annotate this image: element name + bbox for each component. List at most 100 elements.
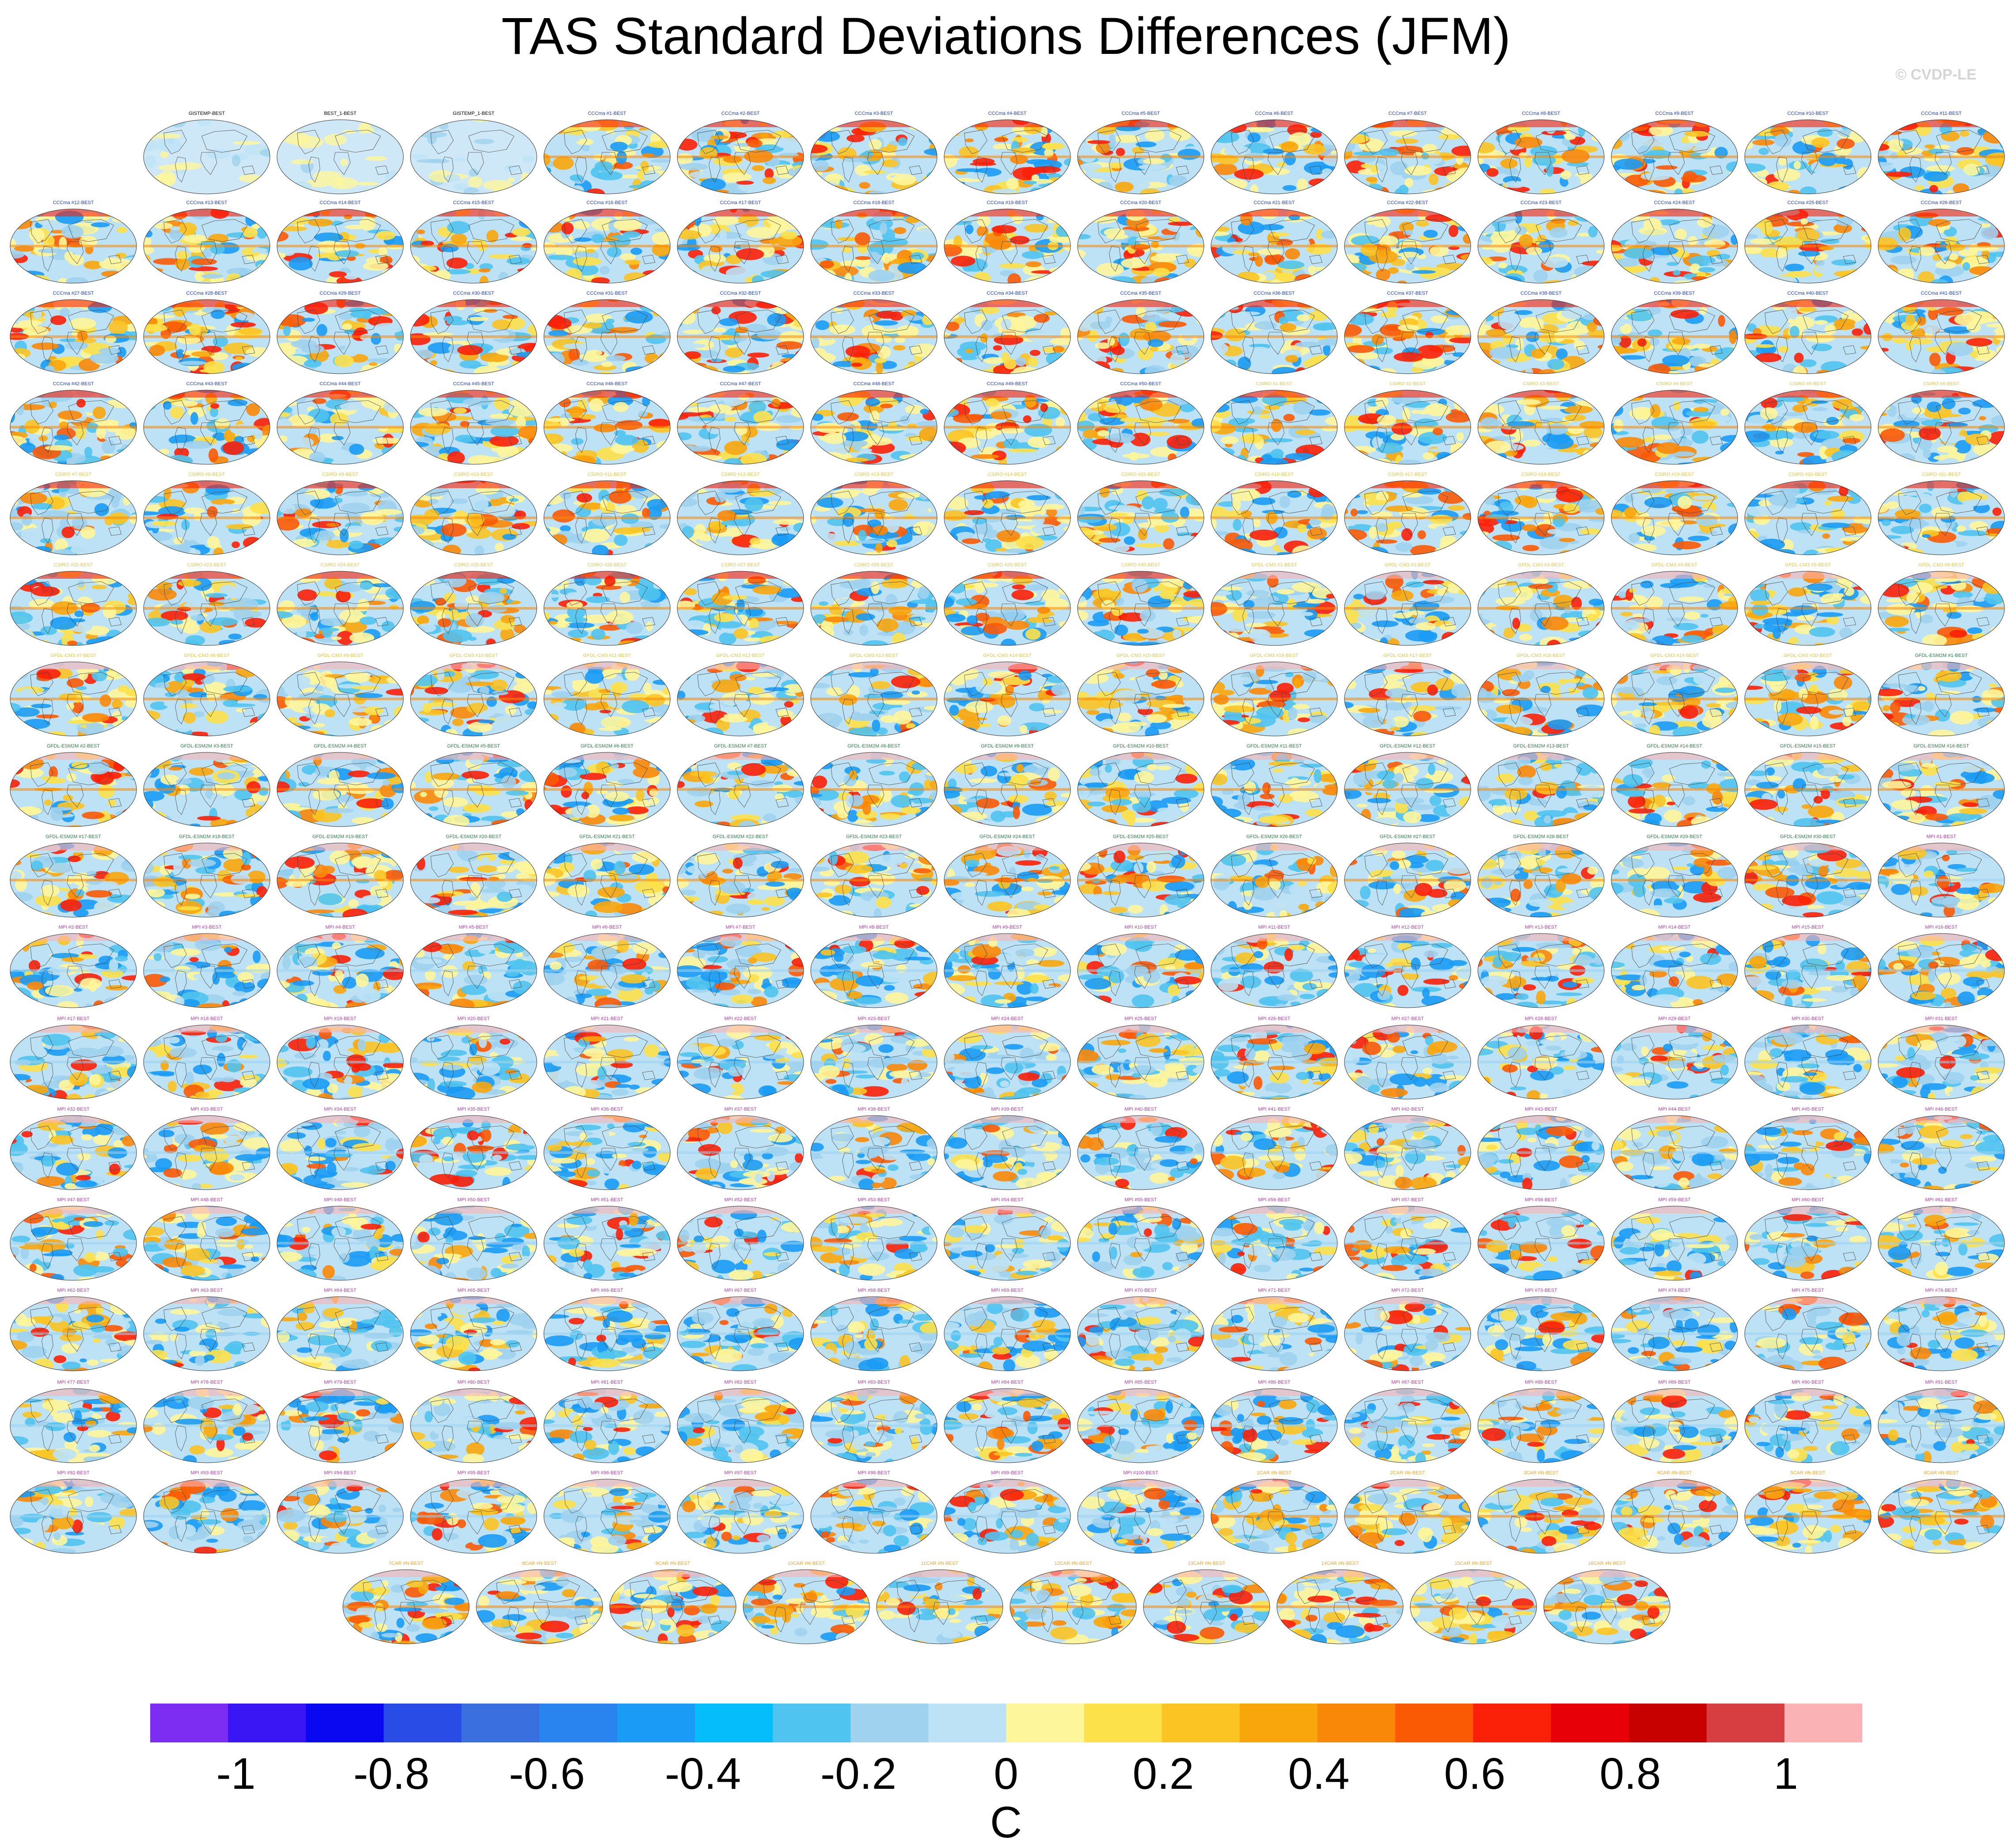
- anomaly-patch: [1377, 414, 1397, 425]
- coastline: [1976, 165, 1990, 175]
- anomaly-patch: [1078, 123, 1099, 129]
- coastline: [909, 436, 922, 445]
- coastline: [600, 422, 618, 446]
- anomaly-patch: [385, 455, 403, 464]
- global-map: [1878, 119, 2005, 194]
- anomaly-patch: [677, 371, 700, 374]
- map-panel: CCCma #11-BEST: [1876, 110, 2007, 195]
- map-border: [677, 119, 804, 194]
- anomaly-patch: [235, 356, 243, 360]
- anomaly-patch: [390, 361, 403, 368]
- anomaly-patch: [282, 210, 297, 217]
- anomaly-patch: [1619, 355, 1645, 360]
- anomaly-patch: [157, 138, 182, 152]
- coastline: [869, 130, 915, 153]
- anomaly-patch: [1211, 370, 1220, 374]
- anomaly-patch: [57, 410, 82, 420]
- anomaly-patch: [1252, 406, 1263, 415]
- anomaly-patch: [1096, 142, 1110, 154]
- coastline: [468, 219, 515, 242]
- panel-label: CCCma #40-BEST: [1742, 290, 1873, 296]
- anomaly-patch: [1798, 250, 1820, 257]
- coastline: [1668, 332, 1685, 355]
- map-panel: CCCma #42-BEST: [8, 381, 139, 466]
- anomaly-patch: [512, 228, 531, 236]
- anomaly-patch: [944, 459, 957, 464]
- anomaly-patch: [992, 144, 1015, 150]
- map-border: [10, 299, 137, 374]
- anomaly-patch: [373, 323, 403, 334]
- anomaly-patch: [509, 399, 533, 406]
- anomaly-patch: [1979, 416, 1986, 421]
- coastline: [831, 219, 854, 243]
- anomaly-patch: [367, 358, 394, 363]
- anomaly-patch: [532, 481, 537, 490]
- coastline: [509, 165, 522, 175]
- anomaly-patch: [525, 450, 533, 457]
- anomaly-patch: [677, 412, 702, 417]
- anomaly-patch: [1478, 301, 1496, 312]
- anomaly-patch: [1994, 268, 2004, 277]
- anomaly-patch: [1199, 301, 1204, 309]
- anomaly-patch: [912, 458, 936, 463]
- anomaly-patch: [1546, 163, 1554, 177]
- anomaly-patch: [1611, 122, 1625, 127]
- anomaly-patch: [338, 345, 347, 350]
- anomaly-patch: [1029, 300, 1041, 301]
- map-panel: CCCma #18-BEST: [809, 200, 939, 285]
- anomaly-patch: [1618, 308, 1635, 315]
- coastline: [1309, 345, 1323, 355]
- anomaly-patch: [653, 358, 664, 367]
- anomaly-patch: [1277, 272, 1295, 283]
- anomaly-patch: [1698, 267, 1716, 273]
- anomaly-patch: [682, 302, 706, 307]
- anomaly-patch: [10, 481, 28, 483]
- anomaly-patch: [463, 398, 493, 406]
- anomaly-patch: [1316, 228, 1323, 240]
- anomaly-patch: [1320, 277, 1337, 283]
- anomaly-patch: [1456, 432, 1464, 441]
- anomaly-patch: [1078, 209, 1101, 217]
- anomaly-patch: [170, 406, 184, 419]
- anomaly-patch: [1670, 309, 1699, 319]
- anomaly-patch: [1309, 409, 1331, 416]
- panel-label: CCCma #21-BEST: [1209, 200, 1340, 206]
- anomaly-patch: [723, 458, 744, 464]
- anomaly-patch: [1917, 188, 1943, 194]
- anomaly-patch: [1750, 209, 1763, 214]
- anomaly-patch: [1584, 121, 1592, 128]
- anomaly-patch: [1144, 365, 1166, 374]
- anomaly-patch: [1537, 235, 1546, 243]
- coastline: [297, 219, 320, 243]
- anomaly-patch: [845, 345, 870, 358]
- anomaly-patch: [516, 415, 526, 429]
- equatorial-band: [1078, 335, 1204, 338]
- anomaly-patch: [1706, 250, 1720, 257]
- coastline: [697, 130, 721, 154]
- anomaly-patch: [1868, 190, 1871, 194]
- anomaly-patch: [1833, 189, 1846, 193]
- coastline: [867, 152, 885, 175]
- global-map: [410, 209, 537, 284]
- coastline: [308, 427, 320, 453]
- anomaly-patch: [368, 396, 376, 404]
- anomaly-patch: [775, 415, 802, 423]
- anomaly-patch: [511, 367, 525, 374]
- anomaly-patch: [1272, 367, 1298, 374]
- anomaly-patch: [1316, 121, 1337, 128]
- anomaly-patch: [1684, 131, 1710, 137]
- anomaly-patch: [57, 278, 69, 283]
- global-map: [277, 119, 404, 194]
- equatorial-band: [410, 426, 537, 429]
- anomaly-patch: [197, 120, 212, 126]
- anomaly-patch: [1478, 391, 1496, 400]
- coastline: [1669, 219, 1716, 242]
- anomaly-patch: [1404, 165, 1432, 176]
- anomaly-patch: [488, 254, 517, 259]
- anomaly-patch: [912, 372, 925, 374]
- coastline: [1843, 165, 1856, 175]
- anomaly-patch: [1429, 448, 1442, 452]
- anomaly-patch: [531, 247, 537, 251]
- anomaly-patch: [1816, 370, 1831, 374]
- panel-label: CCCma #36-BEST: [1209, 290, 1340, 296]
